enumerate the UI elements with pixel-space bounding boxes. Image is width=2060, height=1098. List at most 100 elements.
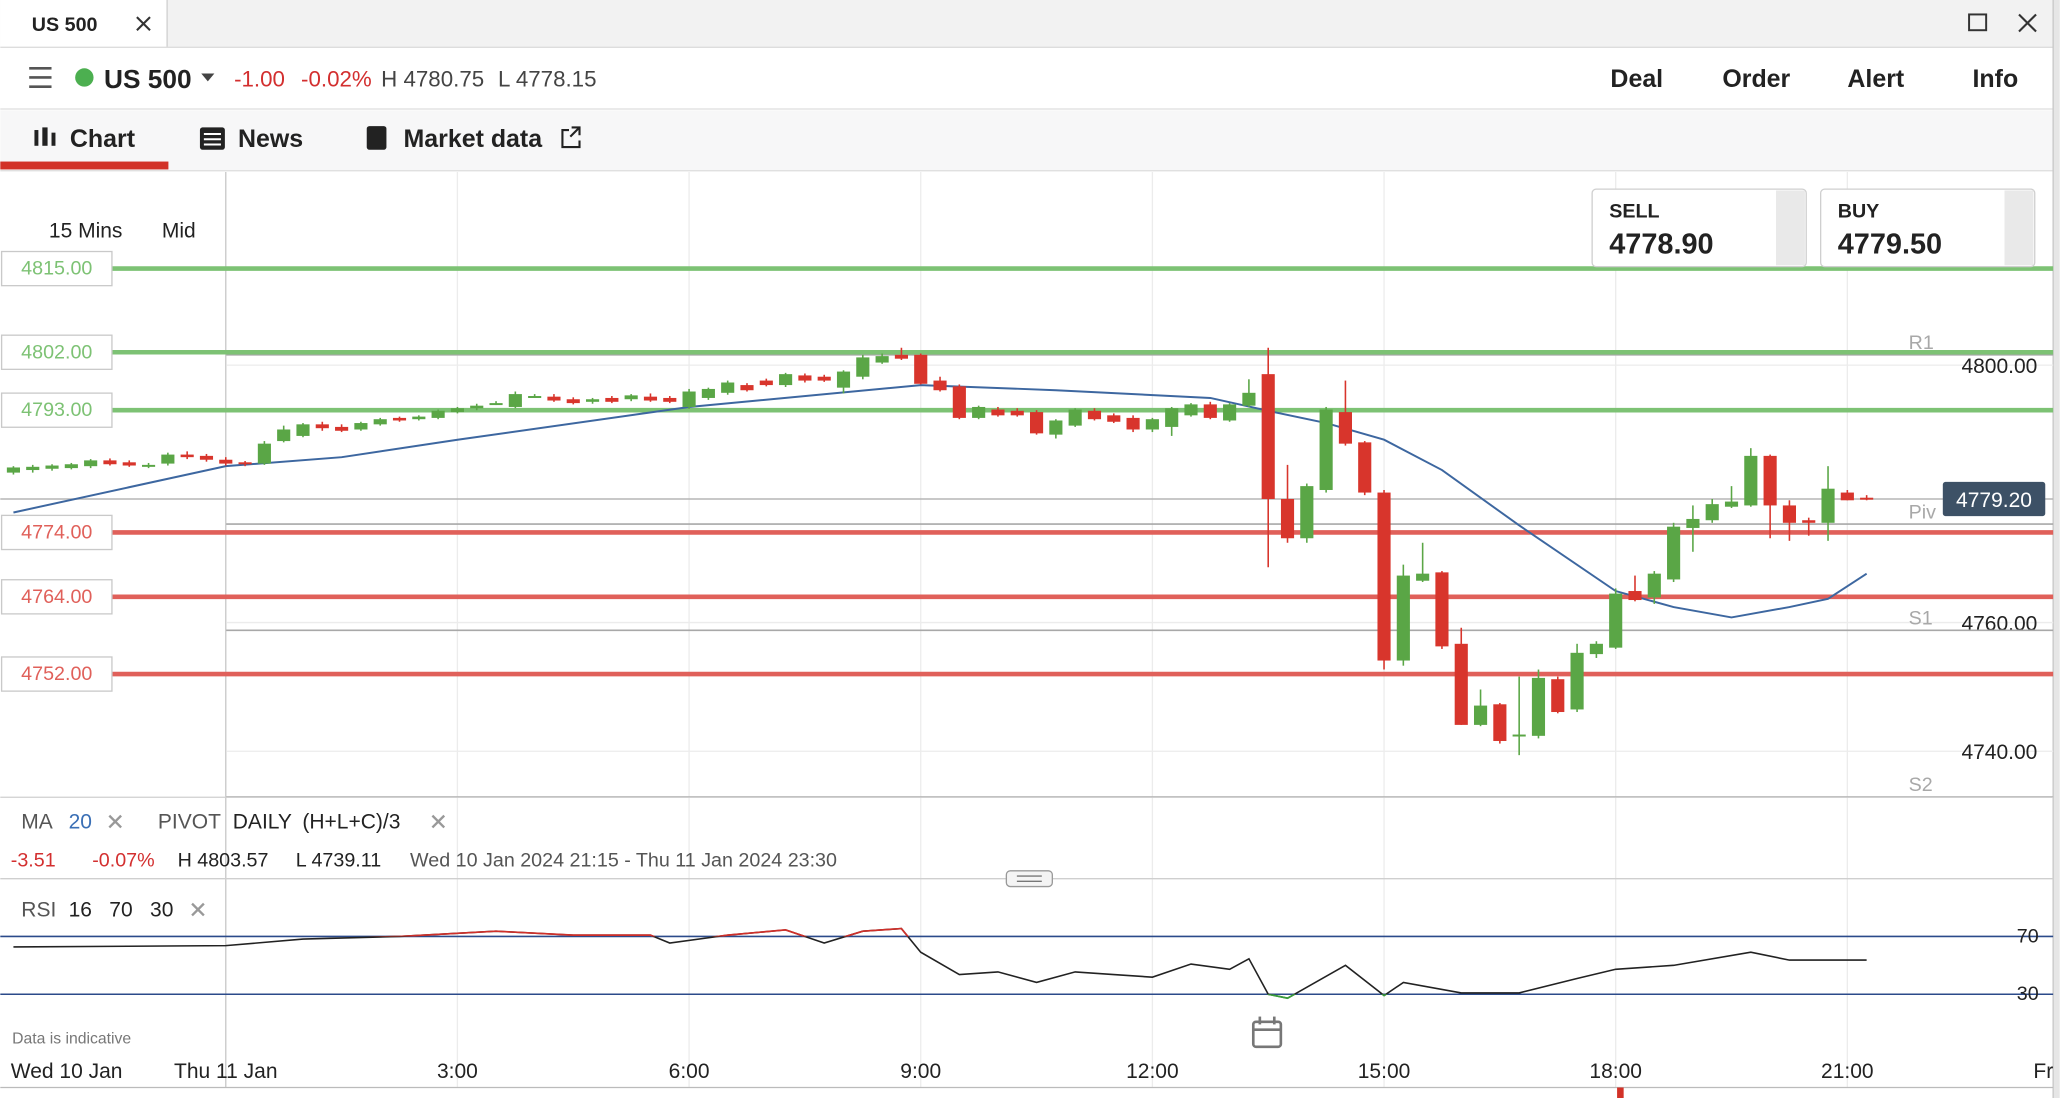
- candle-body: [1647, 573, 1661, 598]
- last-price-label: 4779.20: [1956, 489, 2032, 512]
- close-tab-icon[interactable]: [136, 16, 151, 31]
- menu-icon[interactable]: [29, 66, 52, 88]
- candle-body: [373, 419, 387, 425]
- candle-body: [1454, 643, 1468, 725]
- pivot-label: S1: [1909, 607, 1933, 629]
- candle-body: [1686, 518, 1700, 528]
- pivot-label: R1: [1909, 332, 1934, 354]
- range-change-percent: -0.07%: [92, 849, 154, 871]
- scroll-marker: [1617, 1087, 1624, 1098]
- ma-label[interactable]: MA: [21, 811, 52, 834]
- candle-body: [238, 462, 252, 465]
- ma-period[interactable]: 20: [69, 811, 92, 834]
- sell-label: SELL: [1609, 200, 1659, 222]
- candle-body: [1223, 404, 1237, 421]
- toolbar-action[interactable]: Order: [1722, 65, 1790, 93]
- candle-body: [141, 464, 156, 467]
- level-label-box: [0, 334, 113, 370]
- tab-news[interactable]: News: [238, 125, 303, 153]
- day-low: L 4778.15: [498, 66, 596, 91]
- candle-body: [643, 396, 658, 401]
- x-tick-label: Fr: [2033, 1060, 2053, 1083]
- candle-body: [1068, 409, 1082, 426]
- candle-body: [180, 454, 194, 458]
- maximize-icon[interactable]: [1968, 13, 1988, 32]
- buy-label: BUY: [1838, 200, 1880, 222]
- remove-pivot-icon[interactable]: [431, 814, 446, 829]
- rsi-label[interactable]: RSI: [21, 899, 56, 922]
- candle-body: [1377, 492, 1391, 661]
- candle-body: [605, 397, 619, 402]
- disclaimer: Data is indicative: [12, 1030, 131, 1047]
- candle-body: [740, 385, 754, 391]
- candle-body: [1724, 501, 1739, 507]
- candle-body: [1493, 704, 1507, 741]
- tab-market-data[interactable]: Market data: [404, 125, 544, 153]
- price-type[interactable]: Mid: [162, 220, 196, 243]
- candle-body: [952, 386, 966, 418]
- scrollbar: [2053, 0, 2060, 1098]
- rsi-period[interactable]: 16: [69, 899, 92, 922]
- candle-body: [1531, 677, 1546, 736]
- sell-box[interactable]: [1591, 188, 1807, 268]
- candle-body: [199, 455, 214, 460]
- toolbar-action[interactable]: Info: [1972, 65, 2018, 93]
- candle-body: [1338, 412, 1352, 444]
- x-tick-label: 18:00: [1589, 1060, 1642, 1083]
- candle-body: [122, 462, 136, 466]
- candle-body: [1705, 504, 1719, 521]
- toolbar-action[interactable]: Alert: [1847, 65, 1904, 93]
- pivot-formula[interactable]: (H+L+C)/3: [302, 811, 400, 834]
- candle-body: [1165, 408, 1179, 427]
- candle-body: [875, 356, 889, 363]
- instrument-name[interactable]: US 500: [104, 64, 192, 94]
- dropdown-arrow[interactable]: [201, 73, 215, 82]
- candle-body: [991, 409, 1005, 416]
- tab-chart[interactable]: Chart: [70, 125, 135, 153]
- candle-body: [1049, 420, 1063, 435]
- rsi-upper[interactable]: 70: [109, 899, 132, 922]
- pivot-label: Piv: [1909, 501, 1937, 523]
- candle-body: [1010, 410, 1024, 416]
- candle-body: [1358, 442, 1372, 493]
- candle-body: [1300, 486, 1314, 539]
- pivot-period[interactable]: DAILY: [233, 811, 292, 834]
- candle-body: [1821, 488, 1835, 523]
- pivot-label[interactable]: PIVOT: [158, 811, 221, 834]
- close-window-icon[interactable]: [2018, 13, 2037, 33]
- level-label: 4774.00: [21, 521, 92, 543]
- candle-body: [508, 394, 522, 407]
- candle-body: [1029, 412, 1044, 434]
- level-label-box: [0, 579, 113, 615]
- remove-ma-icon[interactable]: [108, 814, 122, 829]
- candle-body: [798, 375, 812, 381]
- last-price-tag: [1942, 481, 2046, 517]
- rsi-tick-label: 70: [2017, 925, 2039, 947]
- level-label-box: [0, 514, 113, 551]
- candle-body: [701, 388, 715, 398]
- range-period: Wed 10 Jan 2024 21:15 - Thu 11 Jan 2024 …: [410, 849, 837, 871]
- candle-body: [412, 416, 426, 420]
- active-window-tab[interactable]: [0, 0, 168, 49]
- y-tick-label: 4740.00: [1961, 741, 2037, 764]
- remove-rsi-icon[interactable]: [191, 902, 205, 917]
- x-tick-label: Thu 11 Jan: [174, 1060, 278, 1083]
- candle-body: [663, 397, 677, 402]
- buy-box-strip: [2004, 190, 2034, 266]
- rsi-lower[interactable]: 30: [150, 899, 173, 922]
- market-data-icon: [366, 126, 387, 150]
- chart-icon: [34, 127, 56, 146]
- level-label: 4764.00: [21, 586, 92, 608]
- candle-body: [26, 466, 40, 471]
- calendar-icon[interactable]: [1251, 1016, 1283, 1049]
- candle-body: [161, 454, 175, 464]
- interval[interactable]: 15 Mins: [49, 220, 123, 243]
- tab-bar: [0, 0, 2060, 48]
- rsi-overbought-line: [368, 927, 909, 937]
- buy-box[interactable]: [1820, 188, 2036, 268]
- candle-body: [1551, 679, 1565, 713]
- resize-handle[interactable]: [1005, 870, 1053, 888]
- candle-body: [856, 357, 870, 377]
- y-tick-label: 4800.00: [1961, 355, 2037, 378]
- toolbar-action[interactable]: Deal: [1610, 65, 1663, 93]
